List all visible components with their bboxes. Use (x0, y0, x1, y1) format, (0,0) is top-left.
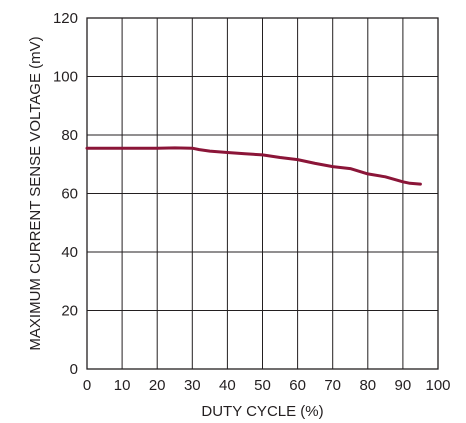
y-tick-label: 100 (53, 69, 78, 86)
tick-labels: 0 10 20 30 40 50 60 70 80 90 100 0 20 40 60 80 100 120 (53, 10, 451, 394)
series-line (85, 146, 422, 186)
y-tick-label: 120 (53, 10, 78, 27)
x-tick-label: 40 (219, 377, 236, 394)
y-tick-label: 40 (61, 244, 78, 261)
x-tick-label: 10 (114, 377, 131, 394)
x-axis-title: DUTY CYCLE (%) (201, 403, 323, 420)
x-tick-label: 100 (425, 377, 450, 394)
y-axis-title: MAXIMUM CURRENT SENSE VOLTAGE (mV) (27, 36, 44, 350)
x-tick-label: 60 (289, 377, 306, 394)
x-tick-label: 20 (149, 377, 166, 394)
y-tick-label: 20 (61, 303, 78, 320)
y-tick-label: 80 (61, 127, 78, 144)
x-tick-label: 50 (254, 377, 271, 394)
x-tick-label: 30 (184, 377, 201, 394)
x-tick-label: 70 (324, 377, 341, 394)
plot-area-frame (86, 17, 439, 370)
series-lines (85, 146, 422, 186)
grid (87, 18, 438, 369)
x-tick-label: 0 (83, 377, 91, 394)
y-tick-label: 60 (61, 186, 78, 203)
x-tick-label: 80 (359, 377, 376, 394)
y-tick-label: 0 (70, 361, 78, 378)
x-tick-label: 90 (395, 377, 412, 394)
